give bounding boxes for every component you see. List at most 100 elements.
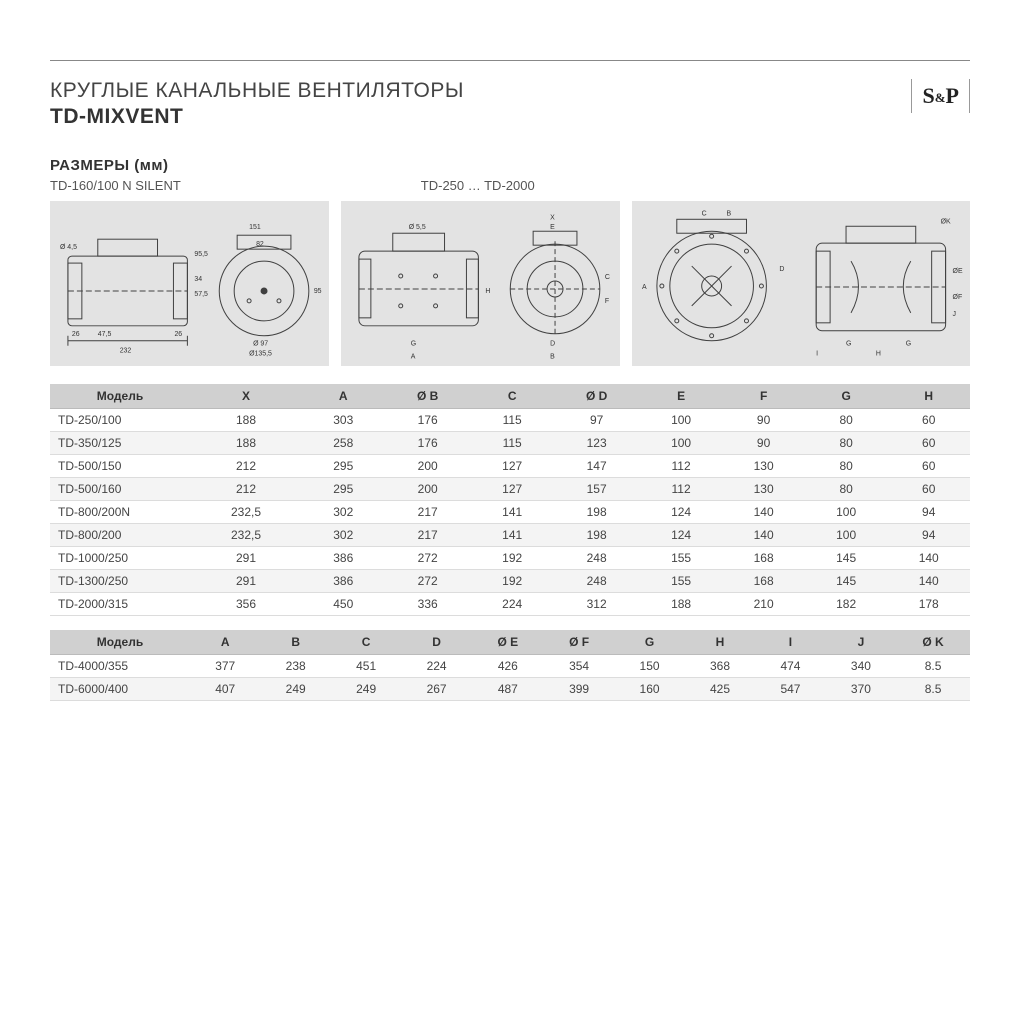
table-cell: 8.5 — [896, 655, 970, 678]
diagram-row: Ø 4,5 232 26 47,5 26 95,5 34 57,5 151 82… — [50, 201, 970, 366]
svg-text:G: G — [905, 341, 910, 348]
table-cell: 168 — [722, 570, 805, 593]
column-header: Ø D — [553, 384, 639, 409]
table-cell: 354 — [544, 655, 614, 678]
table-cell: 115 — [471, 409, 554, 432]
table-cell: 399 — [544, 678, 614, 701]
svg-text:ØE: ØE — [952, 268, 962, 275]
table-cell: TD-500/150 — [50, 455, 190, 478]
svg-text:X: X — [550, 214, 555, 221]
table-row: TD-250/10018830317611597100908060 — [50, 409, 970, 432]
table-cell: 336 — [385, 593, 471, 616]
table-cell: 217 — [385, 524, 471, 547]
title-line1: КРУГЛЫЕ КАНАЛЬНЫЕ ВЕНТИЛЯТОРЫ — [50, 79, 464, 103]
column-header: Ø F — [544, 630, 614, 655]
diagram-panel-3: C B A D ØK ØE ØF J G G H I — [632, 201, 970, 366]
svg-text:57,5: 57,5 — [194, 291, 208, 298]
table-cell: 100 — [805, 524, 888, 547]
table-cell: 130 — [722, 478, 805, 501]
table-cell: 450 — [302, 593, 385, 616]
table-cell: 60 — [887, 478, 970, 501]
svg-text:D: D — [550, 341, 555, 348]
table-cell: 150 — [614, 655, 684, 678]
table-cell: 80 — [805, 478, 888, 501]
table-cell: 340 — [826, 655, 896, 678]
svg-text:B: B — [726, 210, 731, 217]
table-cell: 370 — [826, 678, 896, 701]
column-header: F — [722, 384, 805, 409]
svg-text:Ø135,5: Ø135,5 — [249, 351, 272, 358]
table-row: TD-800/200232,530221714119812414010094 — [50, 524, 970, 547]
svg-text:G: G — [410, 341, 415, 348]
table-cell: 267 — [401, 678, 471, 701]
table-cell: 140 — [722, 524, 805, 547]
svg-text:95: 95 — [314, 288, 322, 295]
table-cell: 248 — [553, 570, 639, 593]
table-cell: 232,5 — [190, 501, 302, 524]
table-cell: 140 — [887, 570, 970, 593]
table-cell: 157 — [553, 478, 639, 501]
table-cell: 426 — [472, 655, 544, 678]
table-cell: 224 — [401, 655, 471, 678]
column-header: X — [190, 384, 302, 409]
column-header: Ø E — [472, 630, 544, 655]
table-cell: 123 — [553, 432, 639, 455]
svg-text:Ø 4,5: Ø 4,5 — [60, 244, 77, 251]
table-cell: 60 — [887, 432, 970, 455]
table-cell: 127 — [471, 455, 554, 478]
table-cell: TD-800/200N — [50, 501, 190, 524]
svg-text:C: C — [605, 274, 610, 281]
column-header: I — [755, 630, 825, 655]
table-cell: 272 — [385, 570, 471, 593]
table-cell: 295 — [302, 455, 385, 478]
column-header: B — [260, 630, 330, 655]
svg-text:A: A — [641, 284, 646, 291]
table-cell: TD-6000/400 — [50, 678, 190, 701]
table-cell: 160 — [614, 678, 684, 701]
table-cell: TD-2000/315 — [50, 593, 190, 616]
table-cell: 474 — [755, 655, 825, 678]
table-cell: 140 — [722, 501, 805, 524]
svg-text:F: F — [605, 298, 609, 305]
table-cell: 80 — [805, 455, 888, 478]
table-cell: 124 — [640, 501, 723, 524]
caption-right: TD-250 … TD-2000 — [421, 178, 535, 193]
table-cell: 248 — [553, 547, 639, 570]
table-cell: TD-500/160 — [50, 478, 190, 501]
table-cell: 291 — [190, 570, 302, 593]
svg-text:G: G — [846, 341, 851, 348]
table-cell: 140 — [887, 547, 970, 570]
column-header: E — [640, 384, 723, 409]
table-cell: 60 — [887, 455, 970, 478]
section-title: РАЗМЕРЫ (мм) — [50, 157, 970, 174]
table-cell: 94 — [887, 524, 970, 547]
table-cell: 80 — [805, 409, 888, 432]
table-cell: 386 — [302, 570, 385, 593]
table-cell: TD-250/100 — [50, 409, 190, 432]
table-cell: 155 — [640, 547, 723, 570]
table-cell: 238 — [260, 655, 330, 678]
table-cell: 312 — [553, 593, 639, 616]
table-cell: 249 — [331, 678, 401, 701]
table-cell: 176 — [385, 432, 471, 455]
table-row: TD-800/200N232,530221714119812414010094 — [50, 501, 970, 524]
table-cell: 368 — [685, 655, 755, 678]
dimensions-table-1: МодельXAØ BCØ DEFGH TD-250/1001883031761… — [50, 384, 970, 616]
svg-text:ØK: ØK — [940, 218, 950, 225]
table-cell: 100 — [640, 409, 723, 432]
table-cell: TD-4000/355 — [50, 655, 190, 678]
table-cell: 487 — [472, 678, 544, 701]
column-header: Ø K — [896, 630, 970, 655]
table-cell: TD-350/125 — [50, 432, 190, 455]
table-cell: 97 — [553, 409, 639, 432]
table-cell: 258 — [302, 432, 385, 455]
table-cell: 425 — [685, 678, 755, 701]
table-row: TD-1300/250291386272192248155168145140 — [50, 570, 970, 593]
column-header: J — [826, 630, 896, 655]
table-cell: 130 — [722, 455, 805, 478]
svg-text:ØF: ØF — [952, 294, 962, 301]
svg-text:A: A — [410, 354, 415, 361]
svg-text:I: I — [816, 351, 818, 358]
svg-text:82: 82 — [256, 241, 264, 248]
svg-text:H: H — [485, 288, 490, 295]
